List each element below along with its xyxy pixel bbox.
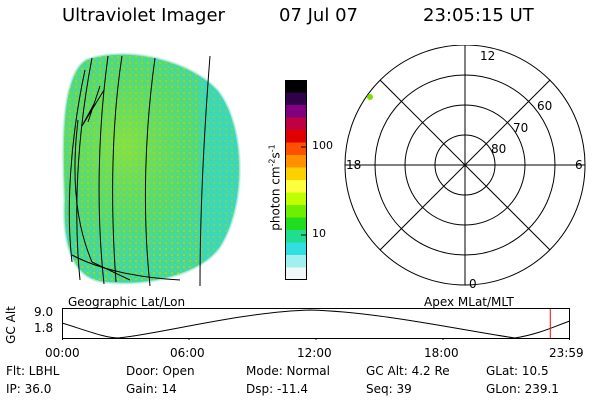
info-glon: GLon: 239.1 (486, 382, 559, 396)
info-gain: Gain: 14 (126, 382, 177, 396)
instrument-title: Ultraviolet Imager (62, 5, 225, 26)
altitude-plot (62, 308, 571, 340)
geographic-label: Geographic Lat/Lon (68, 295, 186, 309)
colorbar-stripe (285, 230, 307, 243)
altitude-ymax: 9.0 (34, 305, 54, 319)
colorbar-stripe (285, 205, 307, 218)
alt-xtick-3: 18:00 (424, 346, 459, 360)
colorbar-stripe (285, 255, 307, 268)
colorbar (285, 80, 307, 280)
lat-label-80: 80 (491, 142, 506, 156)
colorbar-stripe (285, 167, 307, 181)
alt-xtick-2: 12:00 (297, 346, 332, 360)
info-seq: Seq: 39 (366, 382, 412, 396)
mlt-label-6: 6 (575, 158, 583, 172)
alt-xtick-0: 00:00 (45, 346, 80, 360)
alt-xtick-1: 06:00 (170, 346, 205, 360)
apex-label: Apex MLat/MLT (424, 295, 514, 309)
mlt-label-18: 18 (346, 158, 361, 172)
polar-plot: 12 18 6 0 60 70 80 (344, 45, 586, 291)
colorbar-stripe (285, 267, 307, 280)
lat-label-60: 60 (537, 99, 552, 113)
colorbar-unit-label: photon cm-2s-1 (267, 144, 283, 231)
colorbar-stripe (285, 80, 307, 93)
info-gcalt: GC Alt: 4.2 Re (366, 364, 450, 378)
alt-xtick-4: 23:59 (549, 346, 584, 360)
spacecraft-position-marker (367, 94, 373, 100)
lat-label-70: 70 (513, 121, 528, 135)
colorbar-stripe (285, 180, 307, 193)
mlt-label-0: 0 (469, 277, 477, 291)
info-dsp: Dsp: -11.4 (246, 382, 309, 396)
colorbar-stripe (285, 217, 307, 231)
info-ip: IP: 36.0 (6, 382, 52, 396)
altitude-ymin: 1.8 (34, 321, 54, 335)
colorbar-stripe (285, 192, 307, 206)
colorbar-tick-label: 100 (312, 139, 333, 152)
info-flt: Flt: LBHL (6, 364, 60, 378)
colorbar-stripe (285, 130, 307, 143)
colorbar-tick-label: 10 (312, 227, 326, 240)
colorbar-stripe (285, 155, 307, 168)
colorbar-stripe (285, 92, 307, 106)
time-label: 23:05:15 UT (423, 5, 534, 26)
colorbar-stripe (285, 117, 307, 131)
date-label: 07 Jul 07 (279, 5, 358, 26)
info-door: Door: Open (126, 364, 195, 378)
colorbar-stripe (285, 242, 307, 256)
colorbar-stripe (285, 142, 307, 156)
altitude-ylabel: GC Alt (3, 306, 18, 344)
info-mode: Mode: Normal (246, 364, 330, 378)
info-glat: GLat: 10.5 (486, 364, 549, 378)
colorbar-stripe (285, 105, 307, 118)
auroral-image (61, 52, 241, 287)
mlt-label-12: 12 (480, 49, 495, 63)
